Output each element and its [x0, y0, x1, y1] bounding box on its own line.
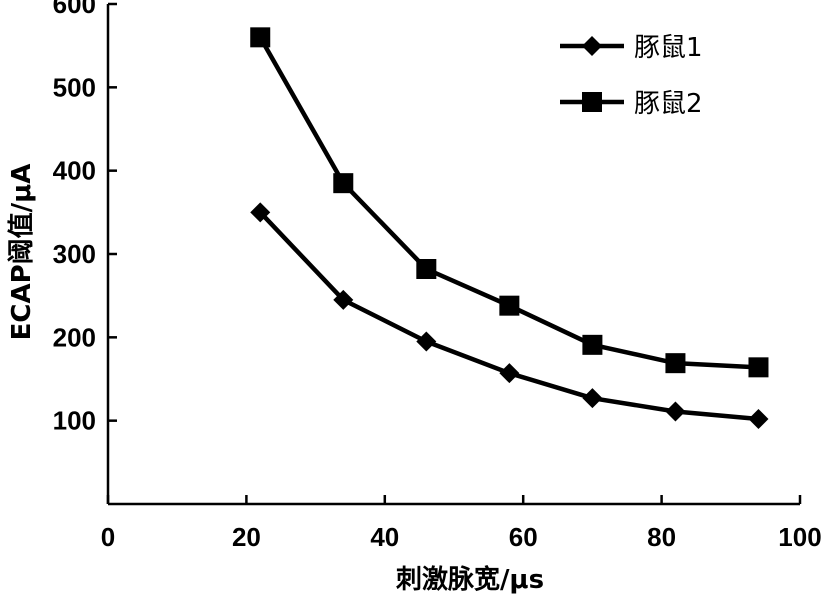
- series-layer: [250, 27, 769, 429]
- data-point: [333, 173, 354, 194]
- data-point: [416, 259, 437, 279]
- series-1: [250, 202, 769, 429]
- y-tick-label: 300: [53, 239, 96, 269]
- data-point: [499, 363, 520, 384]
- data-point: [333, 289, 354, 310]
- ticks: 0 20 40 60 80 100 100 200 300 400 500 600: [53, 0, 822, 552]
- series-line: [258, 36, 759, 370]
- y-tick-label: 400: [53, 156, 96, 186]
- data-point: [250, 202, 271, 223]
- x-tick-label: 60: [509, 522, 538, 552]
- data-point: [250, 27, 271, 48]
- data-point: [665, 353, 686, 374]
- series-2: [250, 27, 769, 378]
- x-tick-label: 40: [370, 522, 399, 552]
- legend-label: 豚鼠1: [634, 33, 703, 63]
- x-tick-label: 80: [647, 522, 676, 552]
- y-tick-label: 500: [53, 72, 96, 102]
- x-tick-label: 100: [778, 522, 821, 552]
- data-point: [499, 295, 520, 316]
- legend-diamond-marker: [582, 36, 602, 56]
- y-tick-label: 600: [53, 0, 96, 19]
- legend-item: 豚鼠2: [560, 89, 703, 119]
- legend-square-marker: [582, 92, 602, 112]
- data-point: [416, 331, 437, 352]
- x-axis-title: 刺激脉宽/μs: [396, 564, 544, 595]
- y-tick-label: 200: [53, 322, 96, 352]
- y-tick-label: 100: [53, 406, 96, 436]
- data-point: [748, 357, 769, 378]
- x-tick-label: 0: [101, 522, 115, 552]
- data-point: [665, 401, 686, 422]
- legend: 豚鼠1 豚鼠2: [560, 33, 703, 119]
- x-tick-label: 20: [232, 522, 261, 552]
- y-axis-title: ECAP阈值/μA: [7, 164, 37, 341]
- data-point: [582, 334, 603, 355]
- legend-item: 豚鼠1: [560, 33, 703, 63]
- axes: [106, 4, 800, 506]
- data-point: [582, 388, 603, 409]
- legend-label: 豚鼠2: [634, 89, 703, 119]
- data-point: [748, 409, 769, 429]
